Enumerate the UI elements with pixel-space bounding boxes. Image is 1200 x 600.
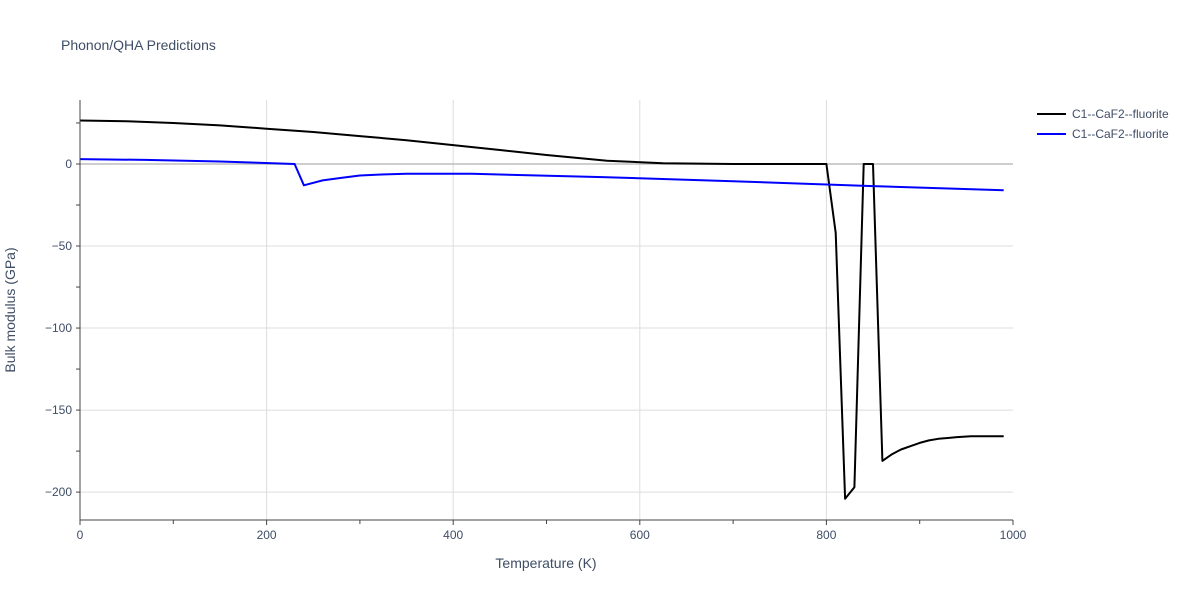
x-tick-label: 600 xyxy=(630,528,650,542)
legend-item-2[interactable]: C1--CaF2--fluorite xyxy=(1037,127,1169,141)
series-line-1 xyxy=(79,119,1004,500)
y-axis-label: Bulk modulus (GPa) xyxy=(2,247,18,372)
x-tick-label: 400 xyxy=(443,528,463,542)
legend-item-1[interactable]: C1--CaF2--fluorite xyxy=(1037,107,1169,121)
y-tick-label: −150 xyxy=(45,403,72,417)
chart-title: Phonon/QHA Predictions xyxy=(61,37,216,53)
grid-layer xyxy=(80,100,1013,520)
y-tick-label: −100 xyxy=(45,321,72,335)
x-tick-label: 800 xyxy=(816,528,836,542)
series-layer xyxy=(79,119,1004,500)
y-tick-label: 0 xyxy=(65,157,72,171)
y-tick-label: −200 xyxy=(45,485,72,499)
legend-label: C1--CaF2--fluorite xyxy=(1072,107,1169,121)
x-tick-label: 1000 xyxy=(1000,528,1027,542)
series-line-2 xyxy=(79,158,1004,192)
axis-layer: 0 200 400 600 800 1000 −200 −150 −100 −50 0 xyxy=(45,100,1027,542)
y-tick-label: −50 xyxy=(52,239,73,253)
x-tick-label: 0 xyxy=(77,528,84,542)
legend[interactable]: C1--CaF2--fluorite C1--CaF2--fluorite xyxy=(1037,107,1169,141)
legend-label: C1--CaF2--fluorite xyxy=(1072,127,1169,141)
x-axis-label: Temperature (K) xyxy=(495,555,596,571)
x-tick-label: 200 xyxy=(257,528,277,542)
